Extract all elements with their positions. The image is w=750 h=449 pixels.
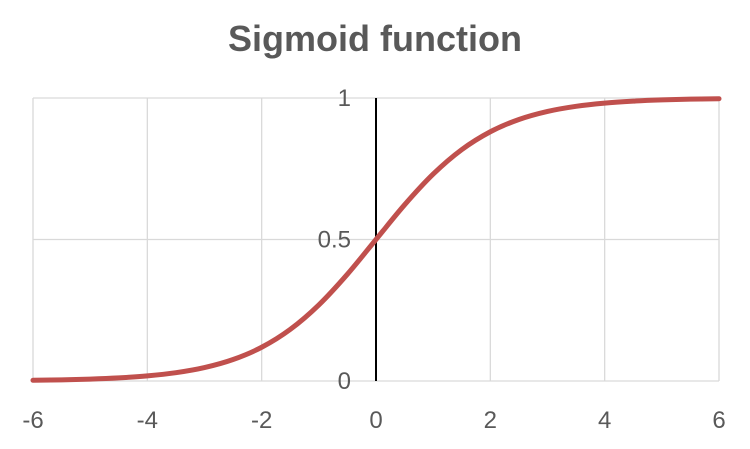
series-line-0 — [30, 96, 722, 383]
x-tick-label-1: -4 — [137, 407, 158, 434]
x-tick-label-3: 0 — [369, 407, 382, 434]
y-tick-label-1: 0.5 — [318, 227, 351, 254]
series-layer — [30, 96, 722, 383]
y-tick-label-2: 1 — [338, 85, 351, 112]
tick-labels: -6 -4 -2 0 2 4 6 0 0.5 1 — [22, 85, 725, 434]
x-tick-label-6: 6 — [712, 407, 725, 434]
x-tick-label-5: 4 — [598, 407, 611, 434]
x-tick-label-4: 2 — [484, 407, 497, 434]
y-tick-label-0: 0 — [338, 368, 351, 395]
grid-lines — [32, 97, 720, 382]
chart-title: Sigmoid function — [228, 18, 522, 59]
x-tick-label-0: -6 — [22, 407, 43, 434]
x-tick-label-2: -2 — [251, 407, 272, 434]
